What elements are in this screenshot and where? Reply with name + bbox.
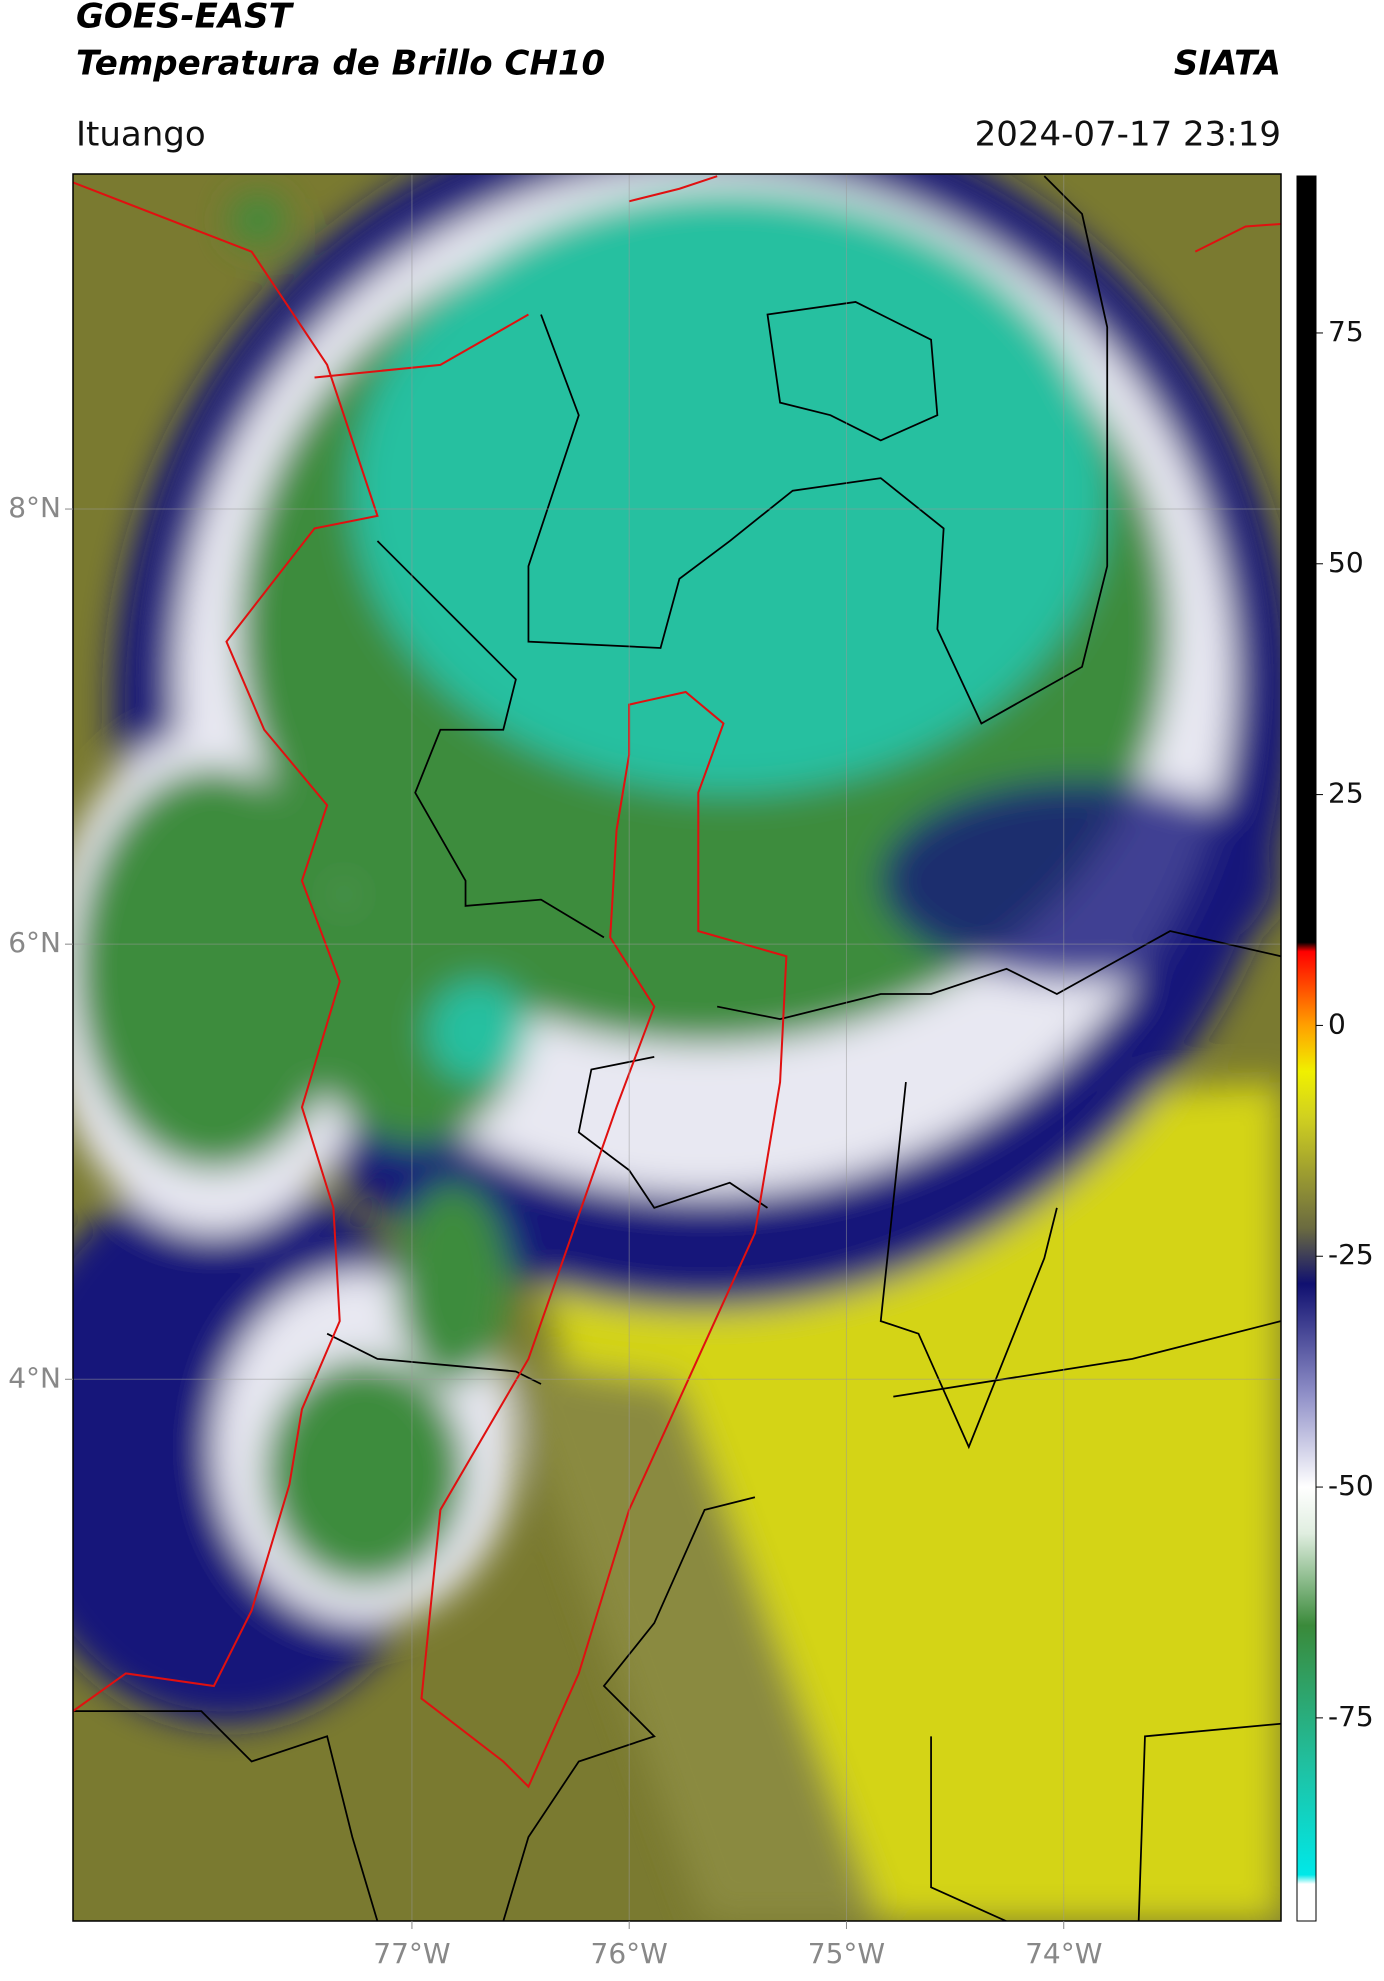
subtitle: Temperatura de Brillo CH10 [76,44,605,84]
colorbar-tick-label: -25 [1328,1238,1374,1271]
x-tick-label: 74°W [1025,1937,1102,1970]
y-tick-label: 4°N [8,1361,61,1394]
y-tick-label: 6°N [8,926,61,959]
colorbar-tick-label: 0 [1328,1007,1346,1040]
x-tick-label: 77°W [373,1937,450,1970]
x-tick-label: 75°W [808,1937,885,1970]
colorbar-tick-label: -50 [1328,1469,1374,1502]
x-tick-label: 76°W [591,1937,668,1970]
colorbar-tick-label: 25 [1328,777,1364,810]
location: Ituango [76,115,206,155]
brand: SIATA [1174,44,1281,84]
colorbar-tick-label: 75 [1328,315,1364,348]
datetime: 2024-07-17 23:19 [975,115,1281,155]
map-frame [72,173,1282,1922]
title: GOES-EAST [76,0,295,37]
colorbar-tick-label: 50 [1328,546,1364,579]
colorbar [1296,175,1317,1922]
grid [73,174,1281,1921]
map-image [73,174,1281,1921]
y-tick-label: 8°N [8,491,61,524]
colorbar-tick-label: -75 [1328,1700,1374,1733]
